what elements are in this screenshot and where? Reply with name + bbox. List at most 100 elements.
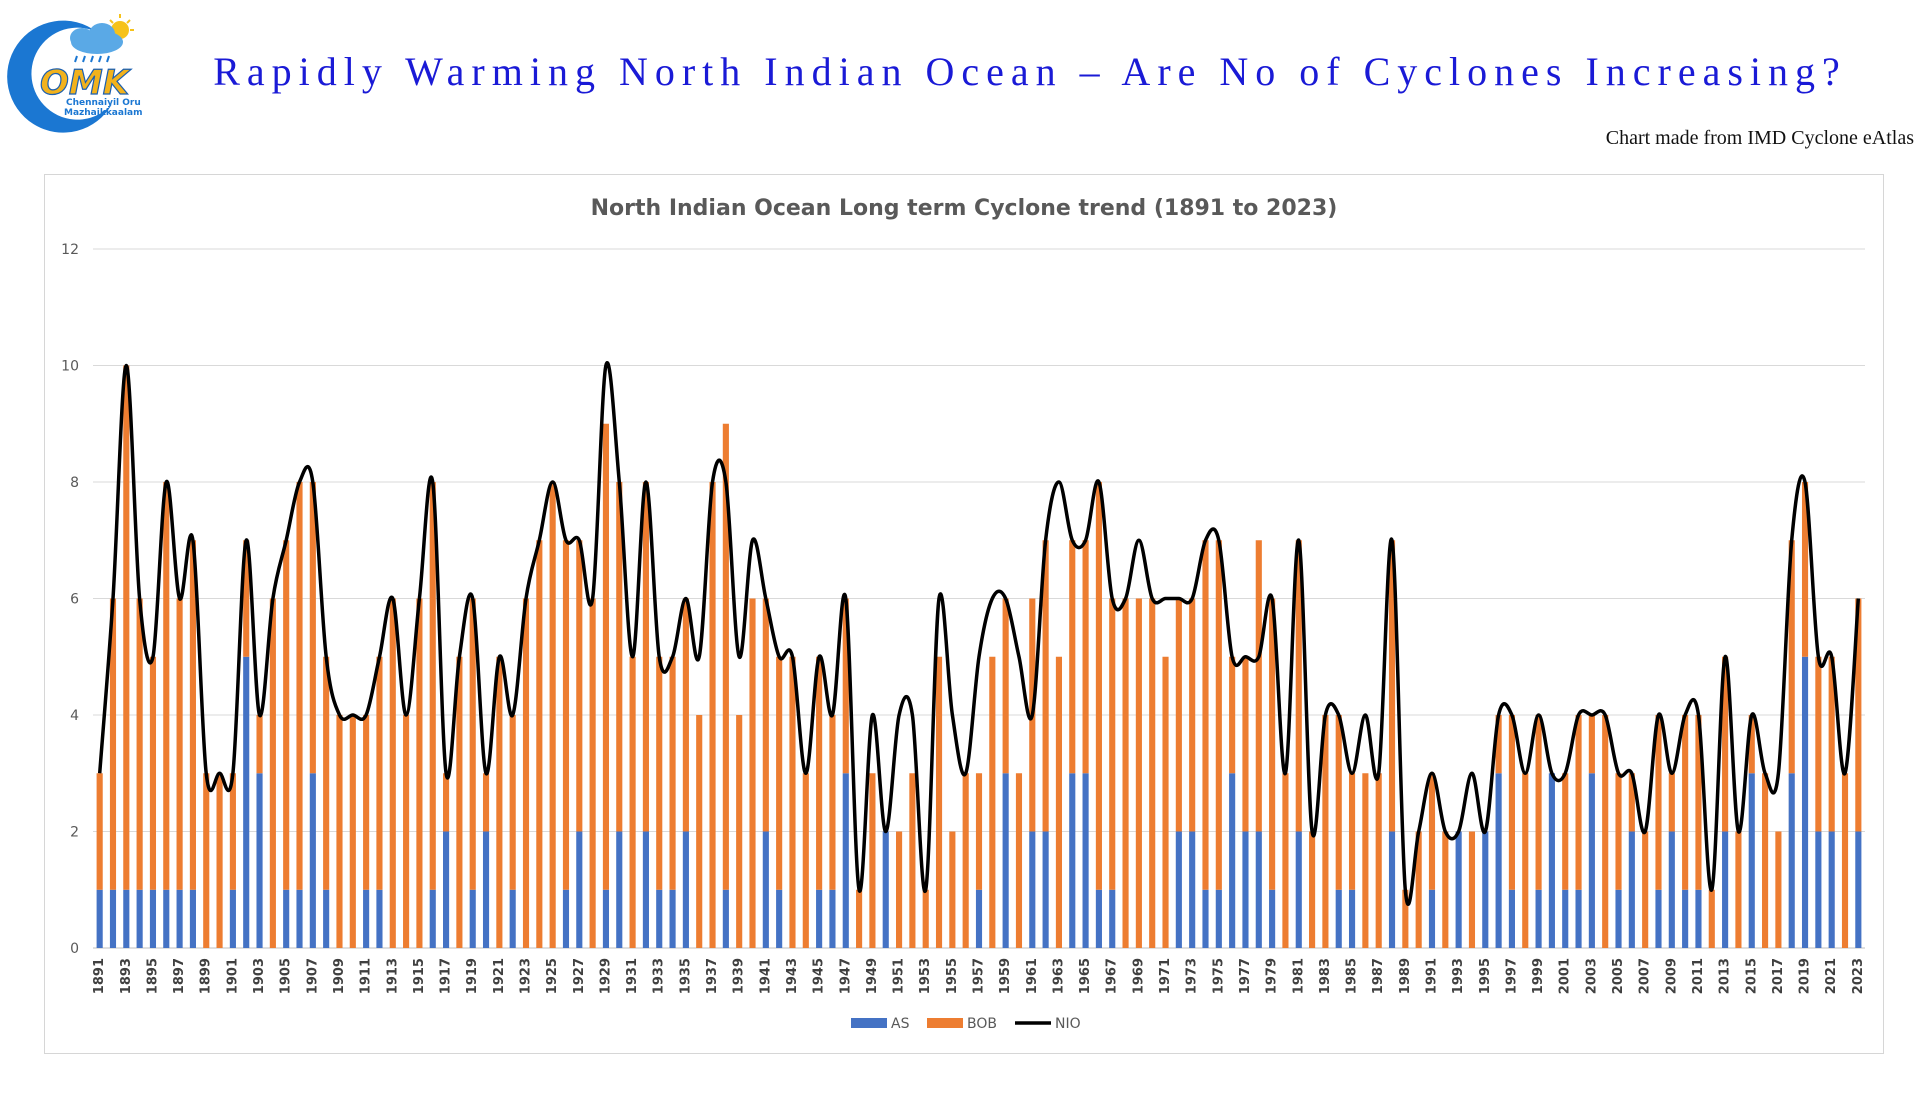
bar-bob bbox=[1575, 715, 1582, 890]
bar-bob bbox=[1615, 773, 1622, 890]
bar-bob bbox=[1055, 656, 1063, 948]
bar-bob bbox=[309, 482, 316, 774]
bar-bob bbox=[1295, 540, 1302, 832]
bar-bob bbox=[589, 598, 596, 948]
bar-bob bbox=[1775, 831, 1782, 948]
bar-bob bbox=[1801, 482, 1809, 657]
bar-as bbox=[229, 889, 236, 948]
bar-as bbox=[829, 889, 836, 948]
legend-label-as: AS bbox=[891, 1016, 910, 1032]
x-tick-label: 1997 bbox=[1504, 958, 1519, 994]
bar-bob bbox=[1495, 715, 1502, 774]
x-tick-label: 1917 bbox=[439, 958, 454, 994]
bar-bob bbox=[1735, 831, 1742, 948]
x-tick-label: 2013 bbox=[1718, 958, 1733, 994]
bar-bob bbox=[1109, 598, 1116, 890]
y-tick-label: 6 bbox=[70, 592, 79, 608]
x-tick-label: 1999 bbox=[1531, 958, 1546, 994]
bar-bob bbox=[1189, 598, 1196, 832]
bar-as bbox=[1388, 831, 1396, 948]
bar-as bbox=[243, 656, 250, 948]
bar-bob bbox=[163, 482, 170, 890]
bar-bob bbox=[1149, 598, 1156, 948]
bar-bob bbox=[1722, 656, 1729, 832]
bar-as bbox=[1109, 889, 1116, 948]
bar-bob bbox=[456, 656, 463, 948]
bar-as bbox=[669, 889, 676, 948]
bar-as bbox=[562, 889, 570, 948]
bar-bob bbox=[363, 715, 370, 890]
bar-as bbox=[576, 831, 583, 948]
bar-bob bbox=[629, 656, 636, 948]
series-line-nio bbox=[97, 361, 1861, 906]
bar-as bbox=[1175, 831, 1182, 948]
bar-bob bbox=[562, 540, 570, 890]
bar-as bbox=[616, 831, 623, 948]
bar-bob bbox=[1841, 773, 1849, 948]
bar-bob bbox=[722, 423, 729, 890]
bar-as bbox=[722, 889, 729, 948]
x-tick-label: 1989 bbox=[1398, 958, 1413, 994]
bar-bob bbox=[176, 598, 183, 890]
bar-bob bbox=[1588, 715, 1595, 774]
bar-bob bbox=[429, 482, 436, 890]
x-tick-label: 1965 bbox=[1078, 958, 1093, 994]
bar-bob bbox=[336, 715, 343, 948]
bar-as bbox=[363, 889, 370, 948]
bar-bob bbox=[96, 773, 103, 890]
x-tick-label: 1925 bbox=[545, 958, 560, 994]
cloud-sun-rain-icon bbox=[70, 14, 134, 63]
bar-bob bbox=[1828, 656, 1835, 832]
bar-as bbox=[189, 889, 196, 948]
bar-as bbox=[123, 889, 130, 948]
cyclone-trend-chart: North Indian Ocean Long term Cyclone tre… bbox=[61, 196, 1866, 1032]
bar-bob bbox=[1215, 540, 1222, 890]
bar-bob bbox=[656, 656, 663, 890]
bar-bob bbox=[1602, 715, 1609, 948]
bar-as bbox=[443, 831, 450, 948]
x-tick-label: 1959 bbox=[998, 958, 1013, 994]
bar-as bbox=[882, 831, 889, 948]
x-tick-label: 1929 bbox=[598, 958, 613, 994]
y-tick-label: 0 bbox=[70, 941, 79, 957]
bar-bob bbox=[1322, 715, 1329, 948]
bar-as bbox=[1855, 831, 1862, 948]
bar-bob bbox=[1668, 773, 1675, 832]
bar-bob bbox=[682, 598, 689, 832]
bar-as bbox=[429, 889, 436, 948]
x-tick-label: 1985 bbox=[1345, 958, 1360, 994]
source-note: Chart made from IMD Cyclone eAtlas bbox=[1605, 127, 1914, 149]
x-tick-label: 2023 bbox=[1851, 958, 1866, 994]
bar-as bbox=[136, 889, 143, 948]
bar-bob bbox=[243, 540, 250, 657]
bar-bob bbox=[1562, 773, 1569, 890]
bar-bob bbox=[229, 773, 236, 890]
x-tick-label: 2009 bbox=[1664, 958, 1679, 994]
bar-as bbox=[1668, 831, 1675, 948]
bar-bob bbox=[669, 656, 676, 890]
legend-swatch-bob bbox=[927, 1018, 963, 1028]
bar-bob bbox=[1362, 773, 1369, 948]
x-tick-label: 1957 bbox=[972, 958, 987, 994]
bar-bob bbox=[1415, 831, 1422, 948]
bar-bob bbox=[123, 365, 130, 890]
x-tick-label: 1915 bbox=[412, 958, 427, 994]
bar-bob bbox=[1229, 656, 1236, 774]
bar-bob bbox=[696, 715, 703, 948]
bar-as bbox=[1029, 831, 1036, 948]
bar-as bbox=[1815, 831, 1822, 948]
bar-bob bbox=[736, 715, 743, 948]
x-tick-label: 1923 bbox=[519, 958, 534, 994]
page-title: Rapidly Warming North Indian Ocean – Are… bbox=[213, 49, 1847, 94]
bar-bob bbox=[1508, 715, 1515, 890]
bar-bob bbox=[1348, 773, 1356, 890]
bar-bob bbox=[1788, 540, 1795, 774]
bar-bob bbox=[349, 715, 356, 948]
legend-label-nio: NIO bbox=[1055, 1016, 1081, 1032]
x-tick-label: 1909 bbox=[332, 958, 347, 994]
bar-bob bbox=[256, 715, 263, 774]
bar-bob bbox=[1655, 715, 1662, 890]
bar-bob bbox=[802, 773, 809, 948]
logo-subtext-2: Mazhaikkaalam bbox=[64, 108, 142, 118]
x-tick-label: 1941 bbox=[758, 958, 773, 994]
